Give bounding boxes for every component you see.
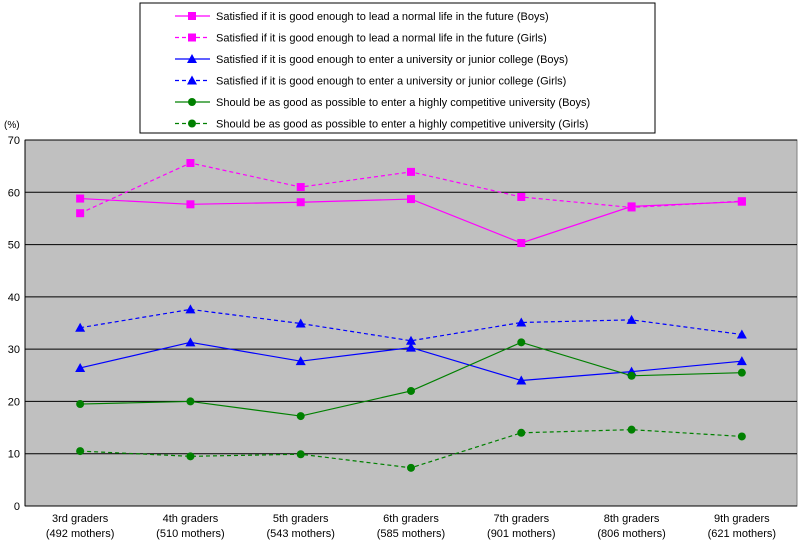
legend-item: Satisfied if it is good enough to lead a… [175, 11, 549, 23]
data-point [296, 450, 305, 459]
y-axis-unit-label: (%) [4, 120, 20, 131]
data-point [406, 335, 416, 345]
data-point [737, 197, 746, 206]
legend-label: Satisfied if it is good enough to enter … [216, 54, 568, 66]
data-point [296, 412, 305, 421]
legend-item: Satisfied if it is good enough to lead a… [175, 33, 547, 45]
data-point [517, 428, 526, 437]
data-point [517, 338, 526, 347]
legend: Satisfied if it is good enough to lead a… [139, 2, 656, 134]
x-tick-label: (543 mothers) [266, 528, 334, 540]
y-tick-label: 30 [8, 344, 20, 356]
legend-label: Should be as good as possible to enter a… [216, 119, 588, 131]
legend-marker [188, 33, 196, 42]
series-6 [76, 425, 746, 472]
y-tick-label: 50 [8, 240, 20, 252]
x-tick-label: 9th graders [714, 513, 770, 525]
x-tick-label: (901 mothers) [487, 528, 555, 540]
data-point [76, 400, 85, 409]
data-point [736, 356, 747, 366]
data-point [295, 356, 306, 366]
series-5 [76, 338, 746, 421]
x-tick-label: (806 mothers) [597, 528, 665, 540]
data-point [296, 183, 305, 192]
x-tick-label: (621 mothers) [708, 528, 776, 540]
legend-item: Satisfied if it is good enough to enter … [175, 75, 566, 88]
series-2 [76, 159, 746, 218]
legend-item: Should be as good as possible to enter a… [175, 97, 590, 109]
data-point [516, 317, 527, 327]
data-point [76, 447, 85, 456]
data-point [516, 375, 527, 385]
y-tick-label: 70 [8, 135, 20, 147]
y-tick-label: 60 [8, 187, 20, 199]
x-tick-label: 4th graders [163, 513, 219, 525]
data-point [185, 337, 196, 347]
data-point [186, 200, 195, 209]
y-tick-label: 20 [8, 396, 20, 408]
data-point [407, 463, 415, 472]
data-point [407, 167, 415, 176]
legend-marker [188, 12, 196, 20]
data-point [626, 314, 637, 324]
data-point [295, 318, 306, 328]
data-point [627, 371, 636, 380]
legend-label: Should be as good as possible to enter a… [216, 97, 590, 109]
data-point [407, 195, 415, 204]
x-tick-label: (585 mothers) [377, 528, 445, 540]
data-point [737, 432, 746, 441]
data-point [517, 239, 526, 248]
plot-area [24, 139, 798, 507]
data-point [76, 194, 85, 203]
x-tick-label: 8th graders [604, 513, 660, 525]
data-point [75, 362, 86, 372]
data-point [736, 329, 747, 339]
data-point [627, 203, 636, 212]
x-tick-label: (510 mothers) [156, 528, 224, 540]
legend-marker [187, 54, 197, 63]
data-point [186, 452, 195, 461]
data-point [296, 198, 305, 207]
legend-box [139, 2, 656, 134]
y-tick-label: 0 [14, 501, 20, 513]
y-axis: 0 10 20 30 40 50 60 70 [8, 135, 797, 513]
x-tick-label: (492 mothers) [46, 528, 114, 540]
legend-marker [188, 98, 196, 106]
legend-label: Satisfied if it is good enough to lead a… [216, 11, 549, 23]
legend-item: Should be as good as possible to enter a… [175, 119, 588, 131]
data-point [407, 386, 415, 395]
data-point [76, 209, 85, 218]
legend-label: Satisfied if it is good enough to enter … [216, 76, 566, 88]
x-tick-label: 6th graders [383, 513, 439, 525]
y-tick-label: 40 [8, 292, 20, 304]
data-point [406, 342, 416, 352]
legend-marker [188, 119, 196, 128]
x-tick-label: 7th graders [493, 513, 549, 525]
data-point [737, 368, 746, 377]
legend-marker [187, 75, 197, 85]
legend-item: Satisfied if it is good enough to enter … [175, 54, 568, 66]
x-tick-label: 5th graders [273, 513, 329, 525]
data-point [186, 397, 195, 406]
data-point [186, 159, 195, 168]
data-point [185, 304, 196, 314]
data-point [517, 192, 526, 201]
series-4 [75, 304, 747, 345]
data-point [627, 425, 636, 434]
series-group [75, 159, 747, 472]
legend-label: Satisfied if it is good enough to lead a… [216, 33, 547, 45]
x-tick-label: 3rd graders [52, 513, 109, 525]
data-point [75, 322, 86, 332]
x-axis: 3rd graders (492 mothers) 4th graders (510 … [46, 513, 776, 540]
y-tick-label: 10 [8, 449, 20, 461]
